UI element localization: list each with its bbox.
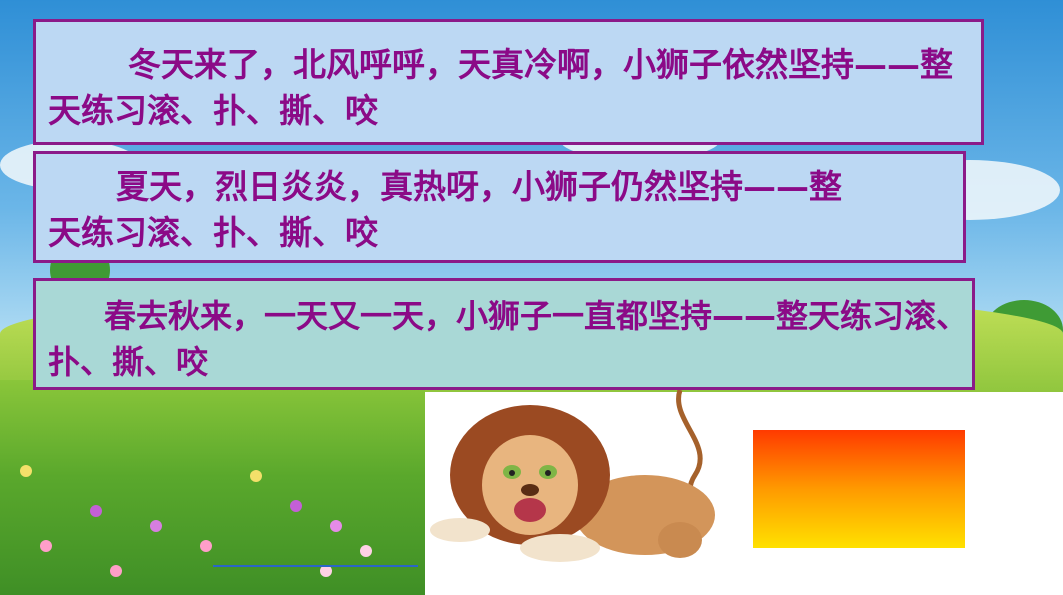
flower-icon <box>360 545 372 557</box>
gradient-rectangle <box>753 430 965 548</box>
flower-icon <box>90 505 102 517</box>
flower-icon <box>40 540 52 552</box>
text-box-winter: 冬天来了，北风呼呼，天真冷啊，小狮子依然坚持——整天练习滚、扑、撕、咬 <box>33 19 984 145</box>
paragraph-summer: 夏天，烈日炎炎，真热呀，小狮子仍然坚持——整天练习滚、扑、撕、咬 <box>48 167 842 252</box>
text-box-seasons: 春去秋来，一天又一天，小狮子一直都坚持——整天练习滚、扑、撕、咬 <box>33 278 975 390</box>
lion-icon <box>430 390 715 562</box>
flower-icon <box>290 500 302 512</box>
flower-icon <box>250 470 262 482</box>
paragraph-winter: 冬天来了，北风呼呼，天真冷啊，小狮子依然坚持——整天练习滚、扑、撕、咬 <box>48 45 953 130</box>
lion-paw-left <box>430 518 490 542</box>
flower-icon <box>110 565 122 577</box>
lion-pupil-left <box>509 470 515 476</box>
lion-pupil-right <box>545 470 551 476</box>
flower-icon <box>200 540 212 552</box>
flower-icon <box>150 520 162 532</box>
meadow-background <box>0 380 425 595</box>
lion-paw-right <box>520 534 600 562</box>
blue-underline <box>213 565 418 567</box>
flower-icon <box>20 465 32 477</box>
lion-mouth <box>514 498 546 522</box>
flower-icon <box>320 565 332 577</box>
flower-icon <box>330 520 342 532</box>
text-box-summer: 夏天，烈日炎炎，真热呀，小狮子仍然坚持——整天练习滚、扑、撕、咬 <box>33 151 966 263</box>
lion-back-leg <box>658 522 702 558</box>
paragraph-seasons: 春去秋来，一天又一天，小狮子一直都坚持——整天练习滚、扑、撕、咬 <box>48 297 969 381</box>
lion-nose <box>521 484 539 496</box>
